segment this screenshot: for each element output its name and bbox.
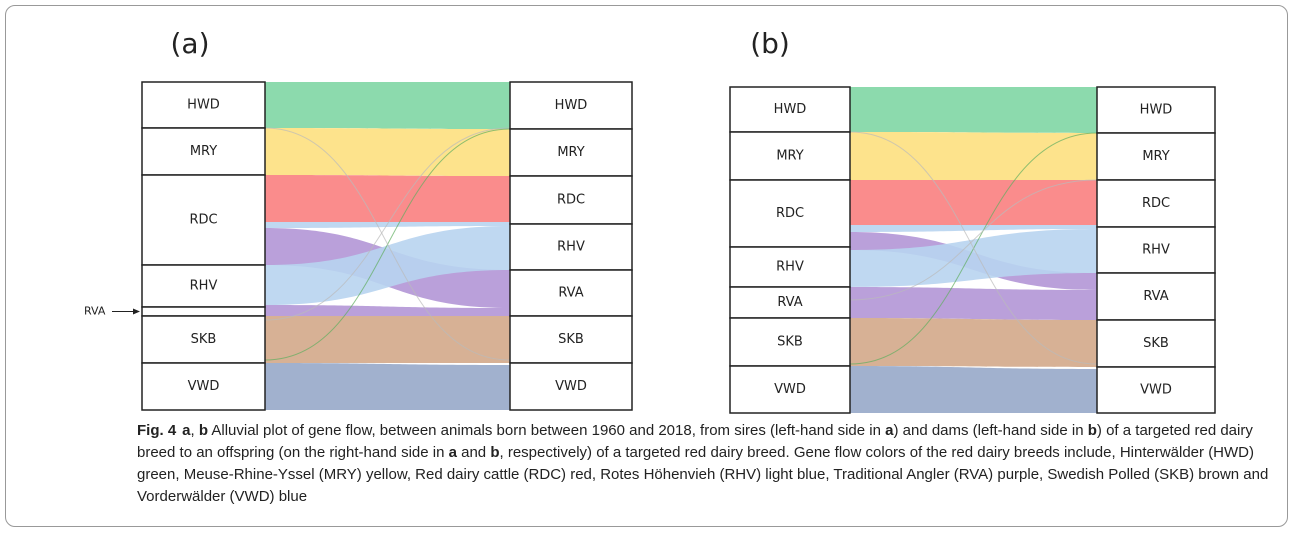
node-box bbox=[729, 317, 851, 367]
node-label: RHV bbox=[557, 240, 585, 255]
node-label: RDC bbox=[776, 206, 804, 221]
caption-text: , bbox=[190, 422, 199, 439]
node-label: SKB bbox=[1143, 336, 1169, 351]
node-label: MRY bbox=[557, 145, 584, 160]
node-label: HWD bbox=[555, 98, 588, 113]
node-label: VWD bbox=[774, 382, 806, 397]
flow bbox=[265, 363, 510, 410]
panel-label: (b) bbox=[750, 27, 790, 60]
caption-text: ) of a targeted red dairy breed to an of… bbox=[137, 422, 1253, 461]
caption-bold: Fig. 4 bbox=[137, 422, 177, 439]
flow-line bbox=[264, 127, 511, 361]
node-label: RHV bbox=[1142, 243, 1170, 258]
node-label: VWD bbox=[1140, 383, 1172, 398]
node-label: RVA bbox=[558, 286, 583, 301]
caption-bold: b bbox=[1087, 422, 1097, 439]
flow bbox=[265, 222, 510, 228]
flow bbox=[850, 318, 1097, 367]
node-box bbox=[141, 81, 266, 129]
flow bbox=[850, 366, 1097, 413]
pointer-head bbox=[133, 308, 140, 315]
node-label: SKB bbox=[777, 335, 803, 350]
node-box bbox=[1096, 366, 1216, 414]
node-box bbox=[509, 128, 633, 177]
caption-text: , respectively) of a targeted red dairy … bbox=[137, 444, 1269, 505]
node-box bbox=[729, 246, 851, 288]
flow bbox=[265, 305, 510, 316]
panel-label: (a) bbox=[170, 27, 209, 60]
flow bbox=[850, 229, 1097, 287]
node-label: RDC bbox=[557, 193, 585, 208]
flow bbox=[850, 287, 1097, 320]
node-box bbox=[1096, 86, 1216, 134]
node-label: VWD bbox=[188, 379, 220, 394]
node-box bbox=[1096, 319, 1216, 368]
node-box bbox=[729, 179, 851, 248]
node-label: RVA bbox=[1143, 289, 1168, 304]
node-box bbox=[729, 131, 851, 181]
figure-frame bbox=[5, 5, 1288, 527]
node-box bbox=[729, 86, 851, 133]
caption: Fig. 4 a, b Alluvial plot of gene flow, b… bbox=[137, 420, 1277, 508]
flow bbox=[265, 128, 510, 176]
flow bbox=[850, 132, 1097, 180]
node-label: HWD bbox=[1140, 103, 1173, 118]
node-label: MRY bbox=[190, 144, 217, 159]
flow bbox=[850, 180, 1097, 225]
node-box bbox=[141, 264, 266, 308]
caption-bold: a bbox=[448, 444, 457, 461]
alluvial-figure: (a) HWD MRY RDC RHV SKB VWD HWD MRY RDC RHV RVA SKB V… bbox=[84, 27, 1216, 414]
node-box bbox=[141, 174, 266, 266]
flow-line bbox=[849, 131, 1098, 365]
node-label: RHV bbox=[776, 260, 804, 275]
node-box bbox=[141, 306, 266, 317]
node-label: RDC bbox=[189, 213, 217, 228]
caption-text: ) and dams (left-hand side in bbox=[893, 422, 1088, 439]
node-label: SKB bbox=[558, 332, 584, 347]
flow bbox=[265, 82, 510, 129]
node-box bbox=[509, 269, 633, 317]
node-box bbox=[141, 315, 266, 364]
pointer-label: RVA bbox=[84, 305, 106, 318]
node-box bbox=[1096, 272, 1216, 321]
caption-text: and bbox=[456, 444, 491, 461]
node-label: RDC bbox=[1142, 196, 1170, 211]
caption-bold: b bbox=[198, 422, 209, 439]
flow-line bbox=[849, 179, 1098, 301]
node-box bbox=[509, 223, 633, 271]
node-box bbox=[141, 362, 266, 411]
node-box bbox=[509, 81, 633, 130]
node-label: VWD bbox=[555, 379, 587, 394]
caption-bold: b bbox=[490, 444, 500, 461]
flow bbox=[265, 316, 510, 363]
node-label: HWD bbox=[774, 102, 807, 117]
flow bbox=[265, 226, 510, 305]
node-label: RVA bbox=[777, 295, 802, 310]
node-label: MRY bbox=[1142, 149, 1169, 164]
flow bbox=[850, 225, 1097, 232]
node-label: HWD bbox=[187, 98, 220, 113]
flow bbox=[850, 87, 1097, 133]
node-label: SKB bbox=[191, 332, 217, 347]
caption-bold: a bbox=[182, 422, 191, 439]
caption-bold: a bbox=[885, 422, 894, 439]
caption-text: Alluvial plot of gene flow, between anim… bbox=[208, 422, 886, 439]
node-box bbox=[509, 362, 633, 411]
node-label: RHV bbox=[190, 279, 218, 294]
node-label: MRY bbox=[776, 149, 803, 164]
flow bbox=[265, 175, 510, 222]
flow-line bbox=[264, 127, 511, 321]
node-box bbox=[729, 365, 851, 414]
